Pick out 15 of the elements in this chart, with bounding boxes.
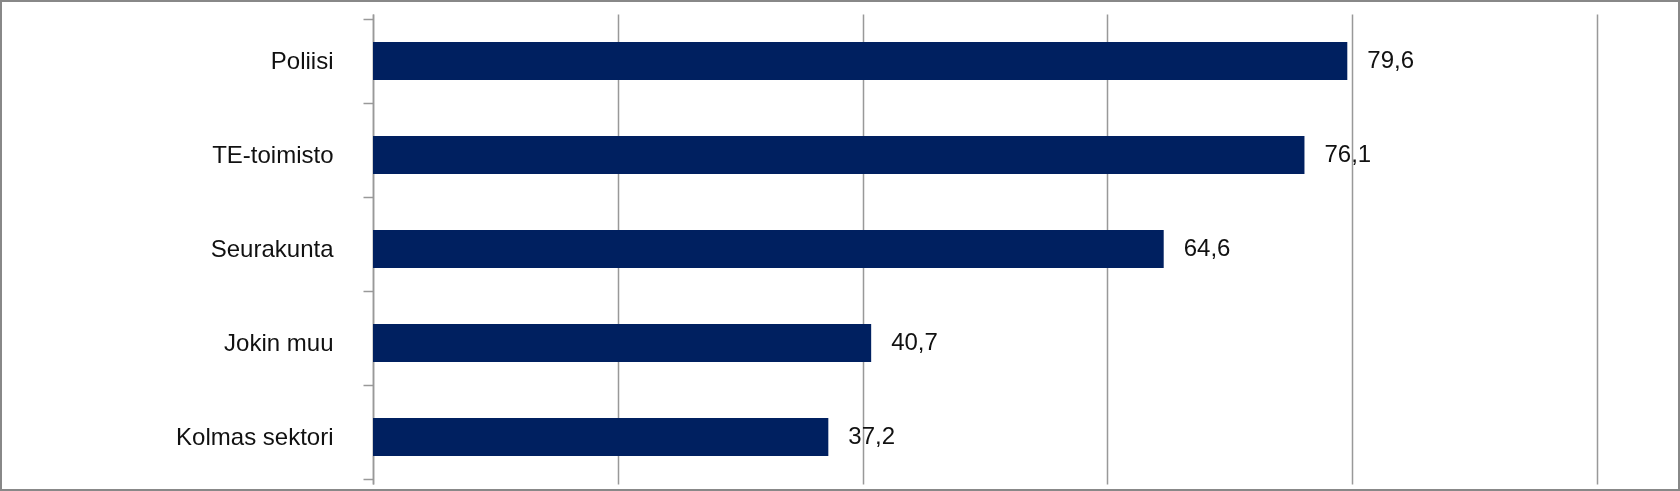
y-tick-label: Seurakunta xyxy=(210,234,335,262)
y-tick-label: Kolmas sektori xyxy=(176,422,334,450)
data-label: 76,1 xyxy=(1324,140,1372,167)
data-label: 64,6 xyxy=(1183,234,1231,261)
bar xyxy=(373,42,1348,80)
y-tick-label: TE-toimisto xyxy=(212,140,334,168)
y-tick-label: Jokin muu xyxy=(224,328,334,356)
bar xyxy=(373,324,872,362)
y-tick-label: Poliisi xyxy=(270,46,334,74)
bar xyxy=(373,418,829,456)
bar xyxy=(373,136,1305,174)
bar xyxy=(373,230,1164,268)
data-label: 37,2 xyxy=(848,422,896,449)
data-label: 40,7 xyxy=(891,328,938,355)
data-label: 79,6 xyxy=(1367,46,1415,73)
